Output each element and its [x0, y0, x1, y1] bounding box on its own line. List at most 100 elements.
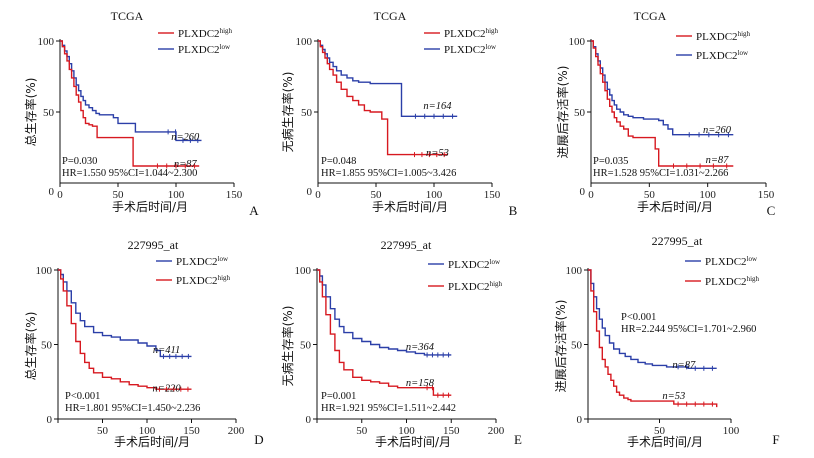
- n-label-high: n=220: [153, 384, 182, 395]
- legend-label-high: PLXDC2high: [444, 27, 499, 40]
- x-axis-label: 手术后时间/月: [627, 435, 703, 449]
- hazard-ratio: HR=2.244 95%CI=1.701~2.960: [621, 324, 756, 335]
- x-tick-label: 100: [139, 425, 156, 437]
- p-value: P=0.030: [62, 156, 97, 167]
- n-label-high: n=158: [406, 378, 435, 389]
- p-value: P=0.035: [593, 156, 628, 167]
- x-tick-label: 100: [426, 189, 443, 201]
- legend-label-low: PLXDC2low: [696, 49, 749, 62]
- legend-label-high: PLXDC2high: [448, 280, 503, 293]
- panel-letter: A: [249, 203, 259, 218]
- km-curve-high: [588, 269, 718, 408]
- n-label-high: n=53: [662, 391, 685, 402]
- legend-label-low: PLXDC2low: [178, 43, 231, 56]
- x-tick-label: 200: [488, 425, 505, 437]
- x-tick-label: 50: [654, 425, 666, 437]
- legend-superscript: high: [738, 30, 751, 38]
- hazard-ratio: HR=1.855 95%CI=1.005~3.426: [321, 168, 456, 179]
- y-tick-label: 50: [574, 107, 586, 119]
- panel-e: 50 100 150 200 0 50 100 n=364 n=158 227995_at PLXD…: [280, 238, 522, 449]
- p-value: P=0.048: [321, 156, 356, 167]
- legend-superscript: low: [220, 43, 231, 51]
- x-axis-label: 手术后时间/月: [637, 200, 713, 214]
- y-tick-label: 50: [43, 107, 55, 119]
- y-axis-label: 总生存率(%): [23, 312, 38, 381]
- km-curve-high: [60, 40, 200, 167]
- x-tick-label: 0: [588, 189, 594, 201]
- x-tick-label: 100: [168, 189, 185, 201]
- legend-superscript: low: [747, 255, 758, 263]
- x-tick-label: 100: [398, 425, 415, 437]
- chart-title: 227995_at: [128, 238, 179, 252]
- panel-letter: F: [772, 432, 779, 447]
- y-tick-label: 100: [296, 36, 313, 48]
- legend-superscript: low: [486, 43, 497, 51]
- legend-label-low: PLXDC2low: [705, 255, 758, 268]
- legend-label-high: PLXDC2high: [696, 30, 751, 43]
- km-curve-low: [58, 269, 192, 358]
- y-tick-label: 100: [38, 36, 55, 48]
- km-curve-high: [591, 40, 734, 167]
- legend-superscript: low: [738, 49, 749, 57]
- legend-superscript: high: [220, 27, 233, 35]
- n-label-high: n=87: [174, 159, 198, 170]
- hazard-ratio: HR=1.921 95%CI=1.511~2.442: [321, 403, 456, 414]
- legend-label-high: PLXDC2high: [178, 27, 233, 40]
- y-axis-label: 无病生存率(%): [280, 72, 295, 153]
- x-axis-label: 手术后时间/月: [375, 435, 451, 449]
- chart-title: TCGA: [374, 9, 407, 23]
- legend-label-high: PLXDC2high: [705, 275, 760, 288]
- p-value: P=0.001: [321, 391, 356, 402]
- x-tick-label: 0: [49, 186, 55, 198]
- panel-a: 0 50 100 150 50 100 0 n=260 n=87 TCGA PLXDC2high PL…: [23, 9, 259, 218]
- y-tick-label: 100: [295, 265, 312, 277]
- y-tick-label: 0: [577, 414, 583, 426]
- legend-label-low: PLXDC2low: [444, 43, 497, 56]
- x-tick-label: 0: [315, 189, 321, 201]
- x-tick-label: 150: [183, 425, 200, 437]
- x-tick-label: 150: [443, 425, 460, 437]
- x-tick-label: 50: [356, 425, 368, 437]
- x-tick-label: 0: [57, 189, 63, 201]
- legend-label-high: PLXDC2high: [176, 274, 231, 287]
- panel-letter: B: [509, 203, 518, 218]
- x-tick-label: 0: [307, 186, 313, 198]
- n-label-low: n=87: [672, 360, 696, 371]
- y-tick-label: 50: [571, 340, 583, 352]
- y-tick-label: 100: [569, 36, 586, 48]
- x-tick-label: 0: [580, 186, 586, 198]
- n-label-high: n=53: [426, 148, 449, 159]
- x-axis-label: 手术后时间/月: [372, 200, 448, 214]
- km-curve-high: [317, 269, 452, 396]
- hazard-ratio: HR=1.801 95%CI=1.450~2.236: [65, 403, 200, 414]
- km-curve-high: [58, 269, 192, 390]
- chart-title: 227995_at: [381, 238, 432, 252]
- x-tick-label: 150: [484, 189, 501, 201]
- y-axis-label: 进展后存活率(%): [555, 66, 570, 159]
- chart-title: TCGA: [634, 9, 667, 23]
- n-label-low: n=260: [171, 132, 200, 143]
- panel-b: 0 50 100 150 50 100 0 n=164 n=53 TCGA PLXDC2high PL…: [280, 9, 518, 218]
- chart-title: 227995_at: [652, 234, 703, 248]
- panel-d: 50 100 150 200 0 50 100 n=411 n=220 227995_at PLXD…: [23, 238, 264, 449]
- km-curve-low: [317, 269, 452, 356]
- y-tick-label: 50: [41, 340, 53, 352]
- y-tick-label: 0: [47, 414, 53, 426]
- y-axis-label: 进展后存活率(%): [553, 300, 568, 393]
- panel-letter: E: [514, 432, 522, 447]
- hazard-ratio: HR=1.528 95%CI=1.031~2.266: [593, 168, 728, 179]
- x-tick-label: 50: [371, 189, 383, 201]
- legend-superscript: high: [490, 280, 503, 288]
- x-tick-label: 150: [226, 189, 243, 201]
- n-label-low: n=364: [406, 342, 435, 353]
- y-axis-label: 总生存率(%): [23, 78, 38, 147]
- legend-superscript: low: [490, 258, 501, 266]
- y-tick-label: 50: [300, 340, 312, 352]
- n-label-high: n=87: [706, 155, 730, 166]
- legend-superscript: low: [218, 255, 229, 263]
- y-tick-label: 50: [301, 107, 313, 119]
- n-label-low: n=411: [153, 345, 180, 356]
- x-tick-label: 50: [113, 189, 125, 201]
